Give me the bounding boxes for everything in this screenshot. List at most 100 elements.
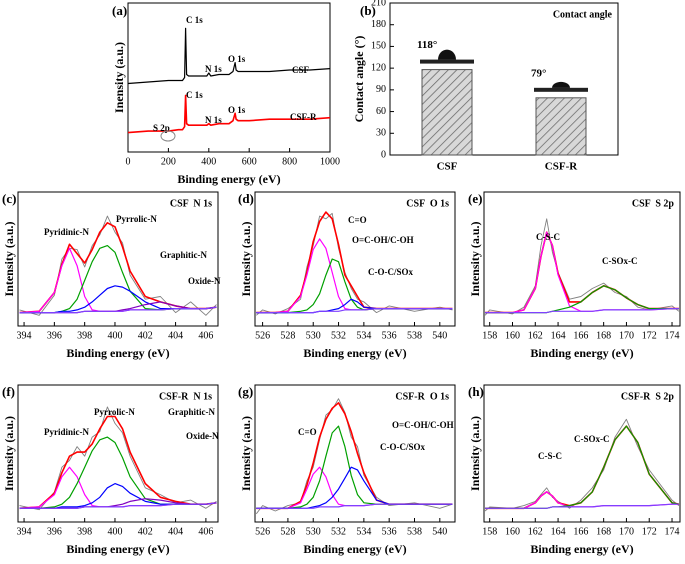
panel-title: CSF S 2p: [632, 198, 675, 209]
x-tick-label: 400: [107, 526, 122, 537]
data-line: [485, 503, 679, 509]
x-tick-label: 162: [528, 330, 543, 341]
panel-letter: (f): [2, 384, 15, 399]
data-line: [256, 466, 453, 509]
y-tick-label: 150: [371, 41, 386, 52]
droplet-base: [420, 59, 474, 64]
droplet: [438, 49, 456, 60]
data-line: [256, 238, 453, 314]
peak-label: S 2p: [153, 123, 170, 133]
component-label: C-S-C: [536, 232, 560, 242]
y-axis-label: Intensity (a.u.): [239, 221, 253, 296]
x-tick-label: 530: [306, 526, 321, 537]
y-axis-label: Intensity (a.u.): [468, 221, 482, 296]
peak-label: N 1s: [205, 115, 222, 125]
x-tick-label: 160: [505, 330, 520, 341]
x-tick-label: 540: [432, 330, 447, 341]
x-tick-label: 536: [382, 330, 397, 341]
component-label: Pyrrolic-N: [94, 407, 135, 417]
x-tick-label: 402: [138, 330, 153, 341]
x-tick-label: 400: [107, 330, 122, 341]
peak-label: C 1s: [186, 90, 203, 100]
y-tick-label: 30: [376, 128, 386, 139]
x-tick-label: CSF-R: [545, 161, 578, 173]
peak-label: O 1s: [228, 54, 246, 64]
x-axis-label: Binding energy (eV): [530, 542, 633, 556]
component-label: Graphitic-N: [160, 250, 207, 260]
x-tick-label: 404: [168, 526, 183, 537]
plot-frame: [483, 384, 681, 523]
component-label: C-SOx-C: [602, 256, 638, 266]
data-line: [256, 211, 453, 314]
y-tick-label: 210: [371, 0, 386, 8]
x-tick-label: 540: [432, 526, 447, 537]
plot-frame: [254, 191, 456, 327]
data-line: [256, 298, 453, 314]
data-line: [256, 503, 453, 509]
x-tick-label: 528: [280, 526, 295, 537]
data-line: [19, 215, 217, 316]
x-tick-label: 406: [198, 526, 213, 537]
panel-title: CSF N 1s: [170, 198, 212, 209]
data-line: [256, 425, 453, 509]
plot-frame: [17, 191, 219, 327]
x-tick-label: 538: [407, 526, 422, 537]
component-label: Graphitic-N: [168, 407, 215, 417]
x-axis-label: Binding energy (eV): [66, 346, 169, 360]
x-tick-label: 532: [331, 526, 346, 537]
x-tick-label: 200: [161, 156, 176, 167]
x-tick-label: 166: [573, 526, 588, 537]
peak-label: O 1s: [228, 105, 246, 115]
y-axis-label: Inensity (a.u.): [112, 42, 126, 113]
x-tick-label: 396: [47, 330, 62, 341]
component-label: C-O-C/SOx: [368, 267, 414, 277]
panel-title: Contact angle: [553, 9, 613, 20]
component-label: Pyridinic-N: [44, 427, 89, 437]
data-line: [127, 27, 331, 85]
x-tick-label: 394: [17, 330, 32, 341]
data-line: [127, 94, 331, 134]
x-tick-label: 168: [596, 526, 611, 537]
component-label: Pyridinic-N: [44, 227, 89, 237]
x-axis-label: Binding energy (eV): [530, 346, 633, 360]
x-tick-label: 0: [126, 156, 131, 167]
panel-letter: (c): [2, 191, 16, 206]
x-tick-label: 158: [482, 526, 497, 537]
y-axis-label: Contact angle (°): [352, 36, 366, 123]
highlight-circle: [160, 130, 176, 142]
x-tick-label: 166: [573, 330, 588, 341]
x-tick-label: 170: [619, 330, 634, 341]
component-label: C=O: [298, 427, 317, 437]
data-line: [484, 418, 680, 512]
x-tick-label: CSF: [437, 161, 458, 173]
panel-letter: (e): [468, 191, 482, 206]
data-line: [19, 415, 217, 510]
x-tick-label: 534: [356, 526, 371, 537]
x-tick-label: 170: [619, 526, 634, 537]
x-tick-label: 800: [282, 156, 297, 167]
x-axis-label: Binding energy (eV): [303, 346, 406, 360]
x-tick-label: 600: [242, 156, 257, 167]
data-line: [19, 466, 217, 509]
x-tick-label: 398: [77, 330, 92, 341]
x-tick-label: 394: [17, 526, 32, 537]
panel-title: CSF-R O 1s: [395, 391, 449, 402]
panel-title: CSF-R S 2p: [621, 391, 675, 402]
data-line: [484, 218, 680, 316]
data-line: [256, 258, 453, 314]
data-line: [485, 308, 679, 314]
bar: [421, 69, 473, 156]
y-tick-label: 120: [371, 62, 386, 73]
y-tick-label: 0: [381, 149, 386, 160]
data-line: [256, 308, 453, 314]
plot-frame: [17, 384, 219, 523]
y-tick-label: 60: [376, 106, 386, 117]
peak-label: N 1s: [205, 64, 222, 74]
component-label: O=C-OH/C-OH: [352, 235, 414, 245]
x-tick-label: 172: [642, 330, 657, 341]
x-tick-label: 526: [255, 330, 270, 341]
x-tick-label: 400: [201, 156, 216, 167]
x-tick-label: 530: [306, 330, 321, 341]
panel-letter: (h): [468, 384, 484, 399]
x-tick-label: 404: [168, 330, 183, 341]
